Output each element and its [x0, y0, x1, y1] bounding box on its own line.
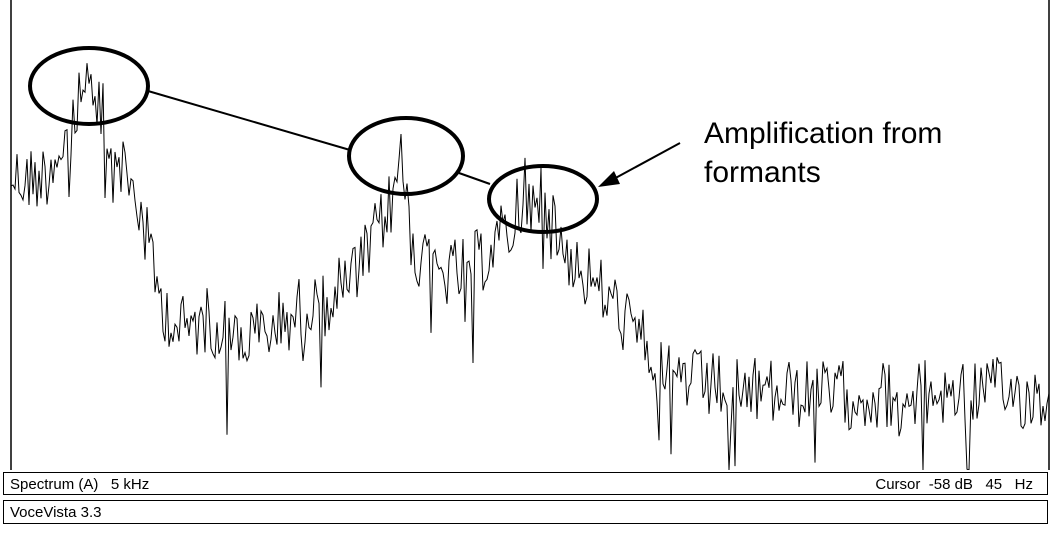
annotation-line-2: formants: [704, 156, 821, 189]
formant-connector-1: [147, 90, 351, 151]
status-bar: Spectrum (A) 5 kHz Cursor -58 dB 45 Hz: [3, 472, 1048, 495]
frequency-range-label[interactable]: 5 kHz: [110, 476, 150, 493]
formant-circle-1: [28, 46, 150, 126]
cursor-frequency-value: 45: [985, 476, 1003, 493]
annotation-arrow-line: [609, 142, 681, 182]
formant-circle-3: [487, 164, 599, 234]
annotation-arrowhead: [598, 171, 620, 187]
cursor-frequency-unit: Hz: [1014, 476, 1033, 493]
spectrum-trace: [10, 63, 1050, 470]
spectrum-canvas[interactable]: Amplification from formants: [0, 0, 1058, 470]
spectrum-plot[interactable]: Amplification from formants: [0, 0, 1058, 470]
formant-connector-2: [458, 172, 491, 185]
cursor-label: Cursor: [875, 476, 921, 493]
cursor-db-value: -58 dB: [928, 476, 973, 493]
status-left: Spectrum (A) 5 kHz: [10, 476, 149, 493]
spectrum-mode-label[interactable]: Spectrum (A): [10, 476, 99, 493]
app-title: VoceVista 3.3: [10, 504, 102, 521]
cursor-readout: Cursor -58 dB 45 Hz: [875, 476, 1033, 493]
annotation-line-1: Amplification from: [704, 117, 942, 150]
formant-circle-2: [347, 116, 465, 196]
app-title-bar: VoceVista 3.3: [3, 500, 1048, 524]
